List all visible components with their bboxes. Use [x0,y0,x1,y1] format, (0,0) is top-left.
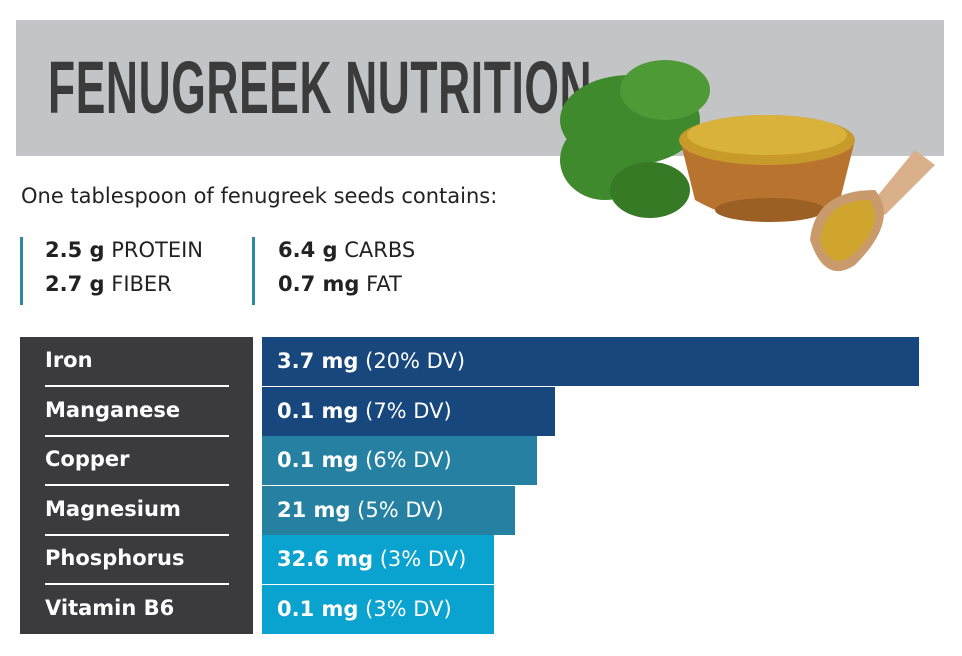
macro-amount: 2.5 g [45,238,105,262]
separator [45,484,229,486]
title: FENUGREEK NUTRITION [48,46,593,129]
nutrient-value: 32.6 mg (3% DV) [277,547,466,571]
bar [262,436,537,485]
nutrient-name: Manganese [45,397,181,422]
bar [262,535,494,584]
intro: One tablespoon of fenugreek seeds contai… [21,184,498,208]
nutrient-amount: 0.1 mg [277,448,359,472]
nutrient-amount: 32.6 mg [277,547,374,571]
nutrient-name: Vitamin B6 [45,595,175,620]
divider [20,237,23,305]
nutrient-dv: (3% DV) [379,547,467,571]
nutrient-name: Iron [45,348,93,372]
macro-name: FAT [366,272,402,296]
nutrient-value: 0.1 mg (3% DV) [277,597,452,621]
macro: 6.4 g CARBS [278,238,415,262]
nutrient-dv: (7% DV) [365,398,452,423]
nutrient-name: Phosphorus [45,546,185,570]
nutrient-dv: (3% DV) [365,596,452,621]
macro-name: FIBER [111,272,172,296]
bar [262,337,919,386]
nutrient-name: Copper [45,447,130,471]
macro-amount: 0.7 mg [278,272,360,296]
bar [262,386,555,436]
separator [45,583,229,585]
nutrient-value: 0.1 mg (7% DV) [277,399,452,423]
nutrient-amount: 3.7 mg [277,349,359,373]
nutrient-amount: 21 mg [277,497,351,522]
seed-bowl-illustration [560,60,935,272]
separator [45,533,229,536]
nutrient-amount: 0.1 mg [277,596,359,621]
separator [45,434,229,437]
macro-name: CARBS [344,238,416,262]
nutrient-value: 3.7 mg (20% DV) [277,349,465,373]
macro: 0.7 mg FAT [278,272,402,296]
macro: 2.5 g PROTEIN [45,238,203,262]
bar [262,584,494,634]
nutrient-value: 21 mg (5% DV) [277,498,444,522]
separator [45,385,229,387]
nutrient-dv: (5% DV) [357,497,444,522]
macro: 2.7 g FIBER [45,272,172,296]
macro-name: PROTEIN [111,238,204,262]
nutrient-dv: (6% DV) [365,448,452,472]
bar [262,485,515,535]
macro-amount: 2.7 g [45,272,105,296]
nutrient-name: Magnesium [45,496,181,521]
macro-amount: 6.4 g [278,238,338,262]
nutrient-amount: 0.1 mg [277,398,359,423]
nutrient-dv: (20% DV) [365,349,466,373]
nutrient-value: 0.1 mg (6% DV) [277,448,452,472]
divider [252,237,255,305]
